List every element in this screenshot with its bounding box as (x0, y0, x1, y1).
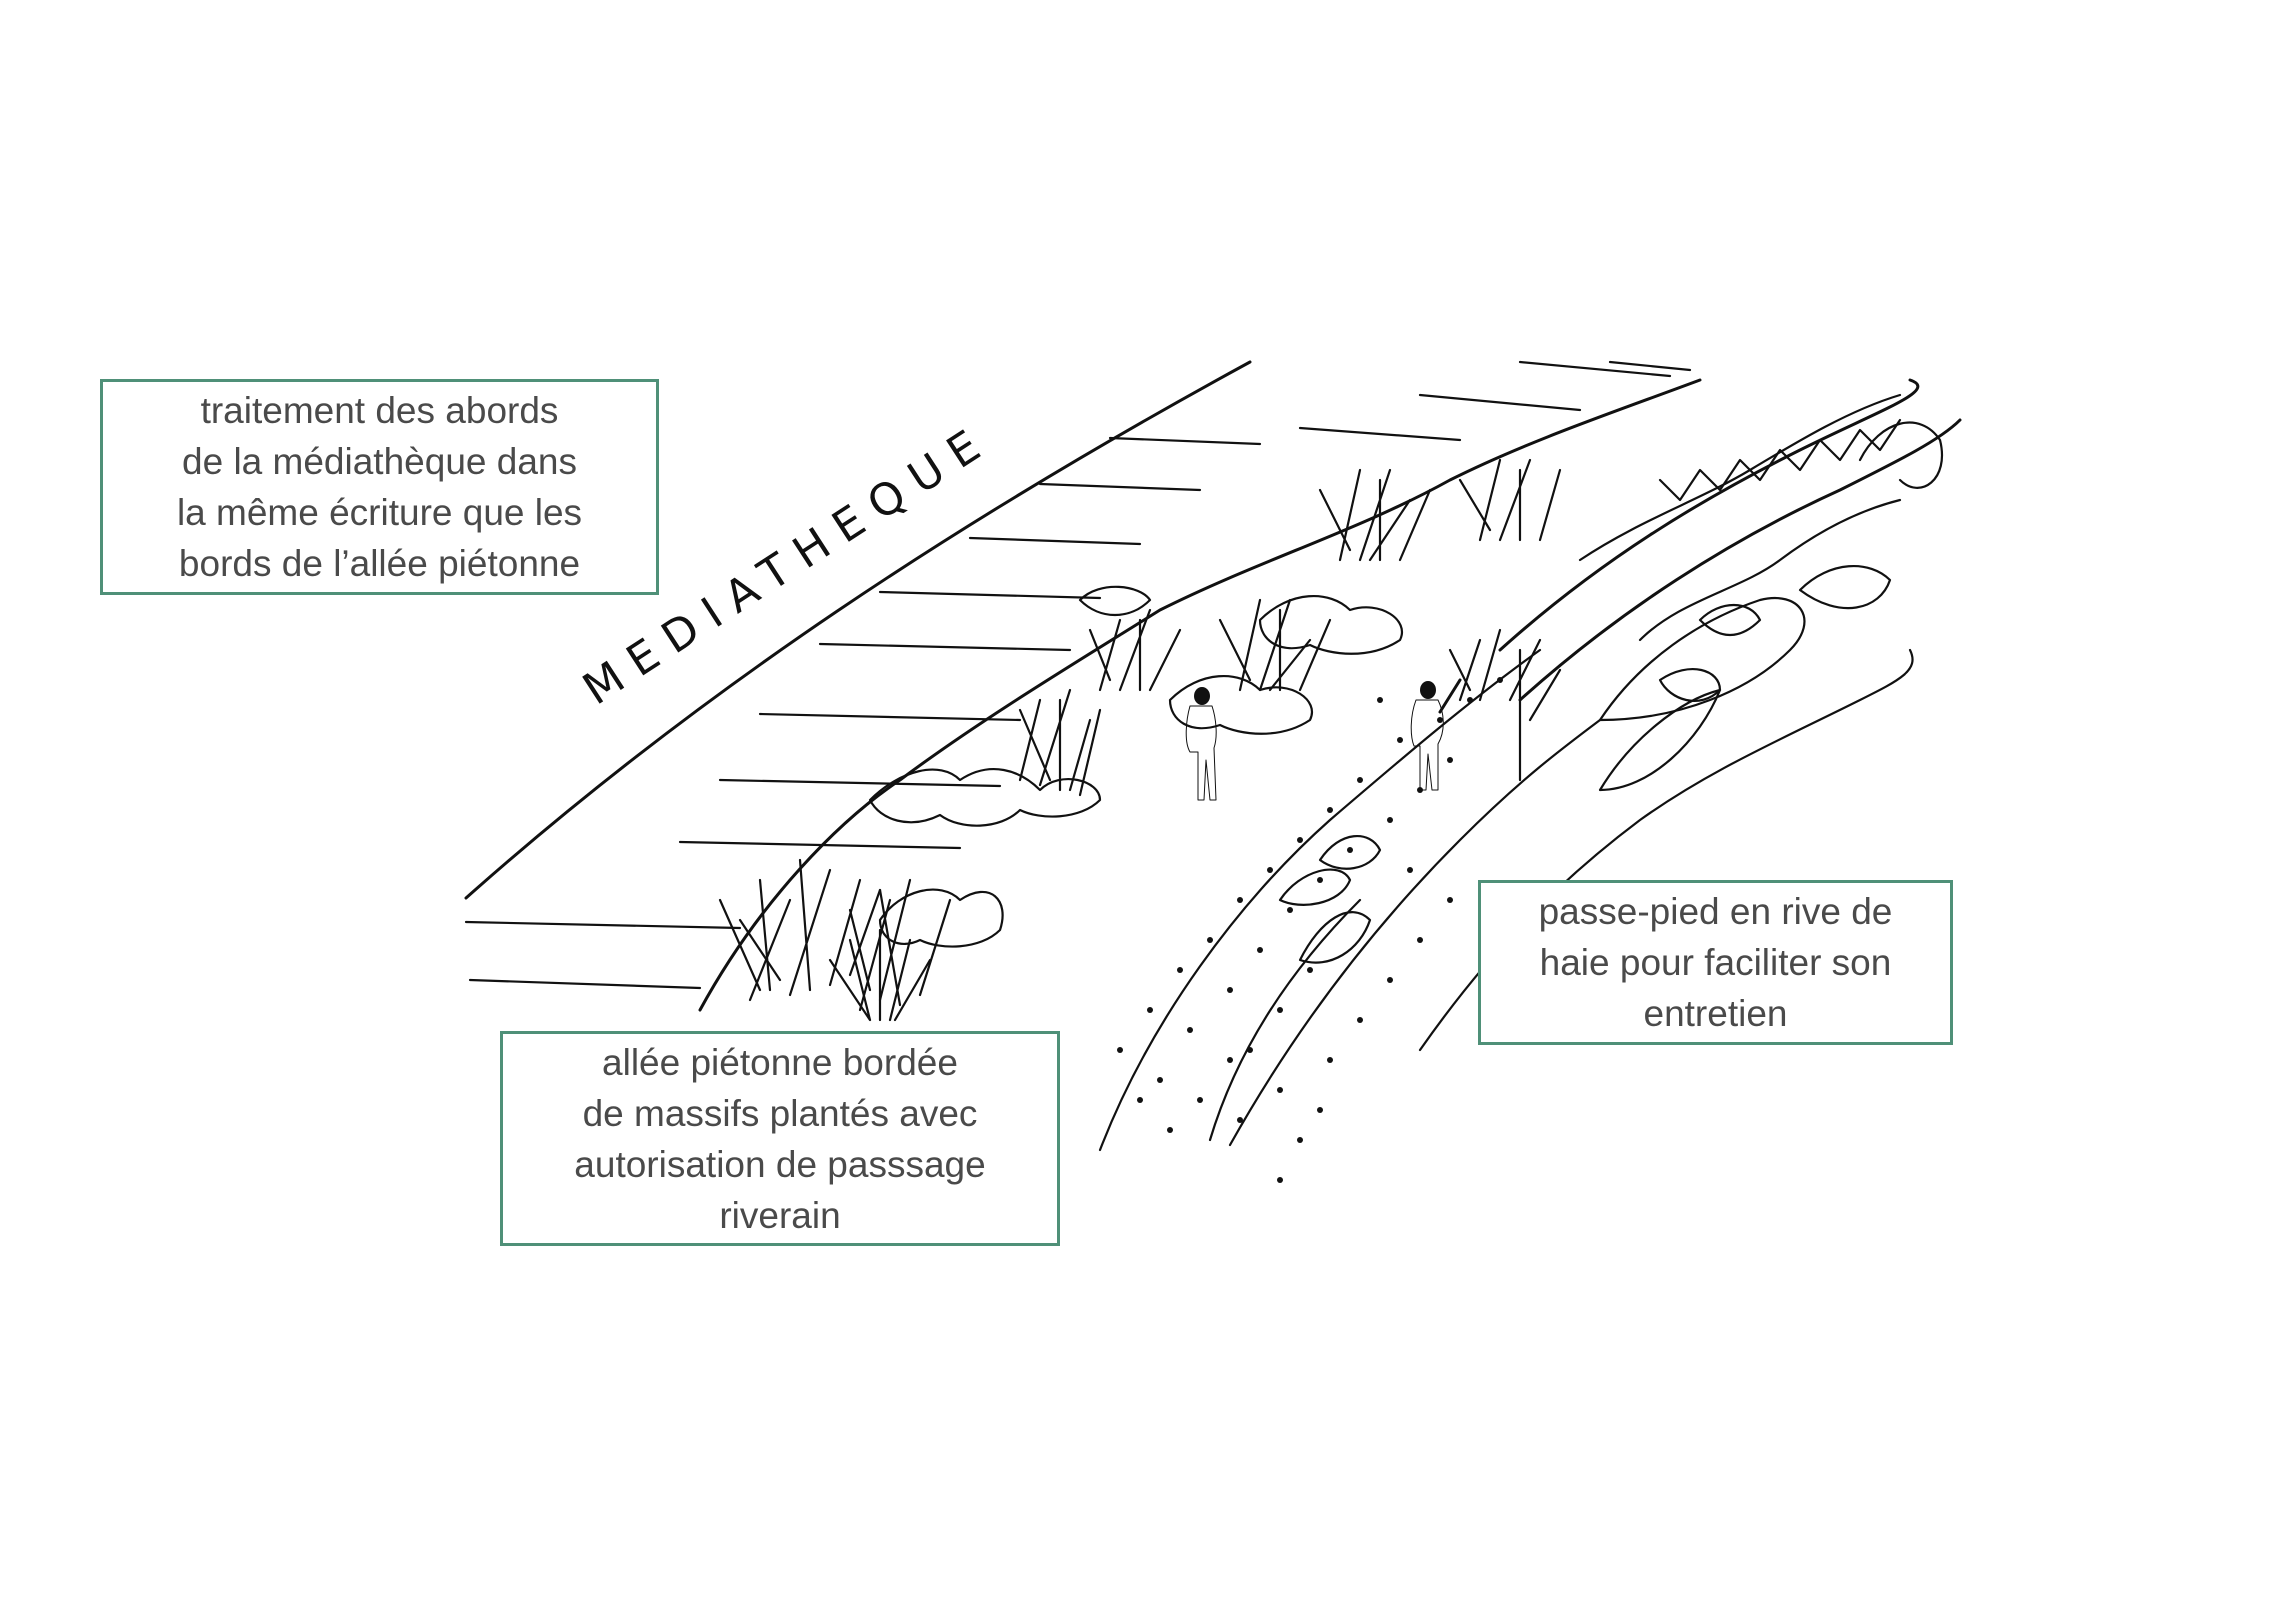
footpath (1098, 648, 1542, 1183)
callout-text: traitement des abords de la médiathèque … (176, 390, 583, 584)
pedestrian-figure (1185, 687, 1217, 801)
callout-text: passe-pied en rive de haie pour facilite… (1538, 891, 1893, 1034)
callout-planted-footpath: allée piétonne bordée de massifs plantés… (500, 1031, 1060, 1246)
right-hedge (1448, 378, 1962, 792)
left-planted-border (698, 378, 1702, 1012)
callout-mediatheque-surroundings: traitement des abords de la médiathèque … (100, 379, 659, 595)
callout-hedge-path: passe-pied en rive de haie pour facilite… (1478, 880, 1953, 1045)
building-outline (464, 360, 1692, 990)
grass-clump-lower (828, 928, 932, 1022)
pedestrian-figure (1410, 678, 1462, 791)
callout-text: allée piétonne bordée de massifs plantés… (574, 1041, 986, 1236)
